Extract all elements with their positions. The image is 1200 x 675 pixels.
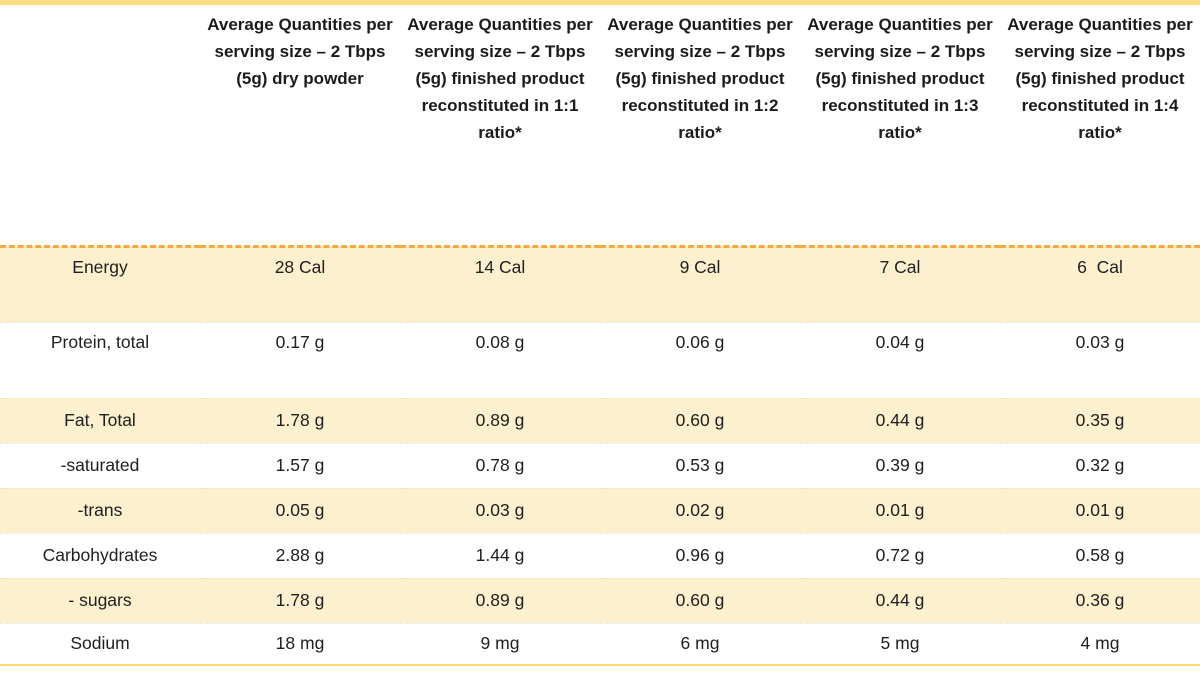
value-cell: 0.03 g (1075, 331, 1125, 352)
row-sugars: - sugars 1.78 g 0.89 g 0.60 g 0.44 g 0.3… (0, 578, 1200, 623)
table-header: Average Quantities per serving size – 2 … (0, 5, 1200, 246)
value-cell: 0.60 g (675, 410, 725, 430)
value-cell: 0.01 g (875, 500, 925, 520)
value-cell: 0.32 g (1075, 455, 1125, 475)
row-label: Carbohydrates (42, 545, 158, 565)
value-cell: 0.36 g (1075, 590, 1125, 610)
value-cell: 9 Cal (679, 256, 721, 277)
value-cell: 0.04 g (875, 331, 925, 352)
header-ratio-1-2: Average Quantities per serving size – 2 … (607, 15, 793, 142)
value-cell: 0.17 g (275, 331, 325, 352)
value-cell: 0.01 g (1075, 500, 1125, 520)
value-cell: 9 mg (480, 633, 520, 654)
value-cell: 0.44 g (875, 410, 925, 430)
row-label: -trans (77, 500, 123, 520)
value-cell: 0.39 g (875, 455, 925, 475)
value-cell: 0.89 g (475, 590, 525, 610)
value-cell: 5 mg (880, 633, 920, 654)
value-cell: 18 mg (275, 633, 325, 654)
row-saturated: -saturated 1.57 g 0.78 g 0.53 g 0.39 g 0… (0, 443, 1200, 488)
value-cell: 0.78 g (475, 455, 525, 475)
value-cell: 1.57 g (275, 455, 325, 475)
value-cell: 0.96 g (675, 545, 725, 565)
value-cell: 6 Cal (1077, 256, 1123, 277)
row-fat-total: Fat, Total 1.78 g 0.89 g 0.60 g 0.44 g 0… (0, 398, 1200, 443)
header-ratio-1-4: Average Quantities per serving size – 2 … (1007, 15, 1193, 142)
row-sodium: Sodium 18 mg 9 mg 6 mg 5 mg 4 mg (0, 623, 1200, 665)
header-ratio-1-3: Average Quantities per serving size – 2 … (807, 15, 993, 142)
header-dry-powder: Average Quantities per serving size – 2 … (207, 15, 393, 88)
row-label: Sodium (70, 633, 130, 654)
value-cell: 0.72 g (875, 545, 925, 565)
table-body: Energy 28 Cal 14 Cal 9 Cal 7 Cal 6 Cal P… (0, 246, 1200, 665)
nutrition-table: Average Quantities per serving size – 2 … (0, 5, 1200, 666)
row-trans: -trans 0.05 g 0.03 g 0.02 g 0.01 g 0.01 … (0, 488, 1200, 533)
header-ratio-1-1: Average Quantities per serving size – 2 … (407, 15, 593, 142)
row-protein-total: Protein, total 0.17 g 0.08 g 0.06 g 0.04… (0, 322, 1200, 398)
value-cell: 0.03 g (475, 500, 525, 520)
value-cell: 0.89 g (475, 410, 525, 430)
value-cell: 6 mg (680, 633, 720, 654)
value-cell: 0.53 g (675, 455, 725, 475)
value-cell: 4 mg (1080, 633, 1120, 654)
row-label: Energy (72, 256, 128, 277)
value-cell: 0.44 g (875, 590, 925, 610)
value-cell: 0.08 g (475, 331, 525, 352)
value-cell: 0.60 g (675, 590, 725, 610)
header-row: Average Quantities per serving size – 2 … (0, 5, 1200, 246)
row-label: -saturated (60, 455, 140, 475)
row-energy: Energy 28 Cal 14 Cal 9 Cal 7 Cal 6 Cal (0, 246, 1200, 322)
row-label: - sugars (68, 590, 132, 610)
value-cell: 2.88 g (275, 545, 325, 565)
value-cell: 7 Cal (879, 256, 921, 277)
value-cell: 0.58 g (1075, 545, 1125, 565)
value-cell: 14 Cal (474, 256, 526, 277)
row-label: Protein, total (50, 331, 150, 352)
value-cell: 28 Cal (274, 256, 326, 277)
row-label: Fat, Total (64, 410, 136, 430)
row-carbohydrates: Carbohydrates 2.88 g 1.44 g 0.96 g 0.72 … (0, 533, 1200, 578)
value-cell: 0.05 g (275, 500, 325, 520)
value-cell: 0.02 g (675, 500, 725, 520)
header-empty-cell (0, 5, 200, 246)
value-cell: 1.44 g (475, 545, 525, 565)
value-cell: 1.78 g (275, 590, 325, 610)
value-cell: 0.06 g (675, 331, 725, 352)
value-cell: 1.78 g (275, 410, 325, 430)
value-cell: 0.35 g (1075, 410, 1125, 430)
